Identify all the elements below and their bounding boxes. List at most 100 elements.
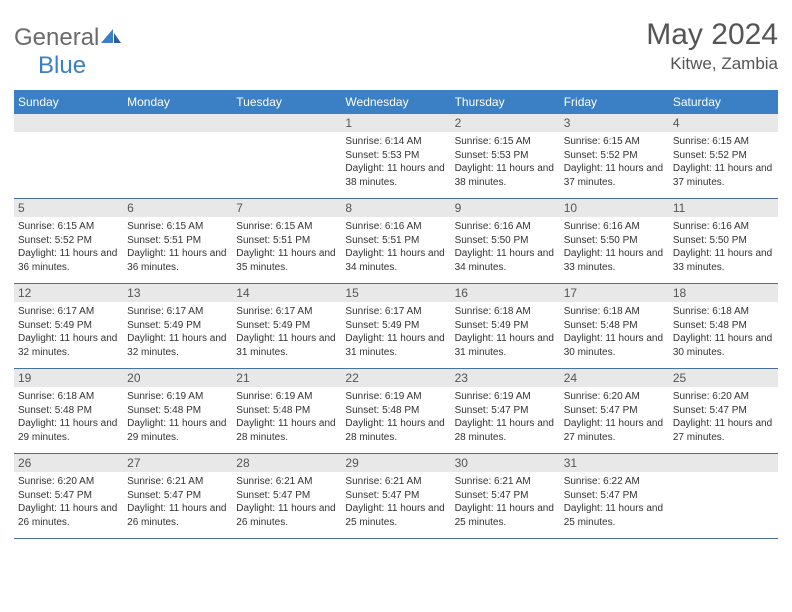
day-details [14, 132, 123, 138]
calendar-day-cell: 19Sunrise: 6:18 AMSunset: 5:48 PMDayligh… [14, 369, 123, 454]
day-details: Sunrise: 6:18 AMSunset: 5:48 PMDaylight:… [669, 302, 778, 362]
detail-line: Daylight: 11 hours and 28 minutes. [455, 417, 556, 444]
detail-line: Sunset: 5:49 PM [127, 319, 228, 333]
day-details: Sunrise: 6:19 AMSunset: 5:47 PMDaylight:… [451, 387, 560, 447]
detail-line: Daylight: 11 hours and 37 minutes. [673, 162, 774, 189]
day-number: 11 [669, 199, 778, 217]
calendar-day-cell: 25Sunrise: 6:20 AMSunset: 5:47 PMDayligh… [669, 369, 778, 454]
detail-line: Sunrise: 6:21 AM [127, 475, 228, 489]
detail-line: Sunrise: 6:15 AM [673, 135, 774, 149]
weekday-header-cell: Saturday [669, 90, 778, 114]
detail-line: Sunset: 5:49 PM [345, 319, 446, 333]
detail-line: Sunset: 5:51 PM [345, 234, 446, 248]
day-number: 4 [669, 114, 778, 132]
weekday-header-cell: Sunday [14, 90, 123, 114]
calendar-day-cell [123, 114, 232, 199]
detail-line: Sunrise: 6:18 AM [455, 305, 556, 319]
day-details [123, 132, 232, 138]
day-number: 31 [560, 454, 669, 472]
detail-line: Sunrise: 6:15 AM [18, 220, 119, 234]
calendar-day-cell: 21Sunrise: 6:19 AMSunset: 5:48 PMDayligh… [232, 369, 341, 454]
day-number [232, 114, 341, 132]
detail-line: Sunrise: 6:15 AM [127, 220, 228, 234]
weekday-header-cell: Wednesday [341, 90, 450, 114]
detail-line: Sunset: 5:47 PM [345, 489, 446, 503]
detail-line: Sunset: 5:47 PM [236, 489, 337, 503]
day-details: Sunrise: 6:19 AMSunset: 5:48 PMDaylight:… [232, 387, 341, 447]
detail-line: Sunset: 5:47 PM [673, 404, 774, 418]
day-number: 1 [341, 114, 450, 132]
day-number: 7 [232, 199, 341, 217]
detail-line: Sunrise: 6:17 AM [18, 305, 119, 319]
day-number: 12 [14, 284, 123, 302]
day-details: Sunrise: 6:15 AMSunset: 5:52 PMDaylight:… [669, 132, 778, 192]
calendar-day-cell [232, 114, 341, 199]
detail-line: Daylight: 11 hours and 37 minutes. [564, 162, 665, 189]
detail-line: Sunset: 5:49 PM [18, 319, 119, 333]
day-details: Sunrise: 6:20 AMSunset: 5:47 PMDaylight:… [669, 387, 778, 447]
detail-line: Daylight: 11 hours and 29 minutes. [127, 417, 228, 444]
calendar-day-cell: 31Sunrise: 6:22 AMSunset: 5:47 PMDayligh… [560, 454, 669, 539]
day-number: 9 [451, 199, 560, 217]
detail-line: Daylight: 11 hours and 31 minutes. [455, 332, 556, 359]
detail-line: Sunset: 5:47 PM [18, 489, 119, 503]
calendar-day-cell: 24Sunrise: 6:20 AMSunset: 5:47 PMDayligh… [560, 369, 669, 454]
detail-line: Sunrise: 6:20 AM [673, 390, 774, 404]
detail-line: Daylight: 11 hours and 38 minutes. [345, 162, 446, 189]
detail-line: Sunrise: 6:20 AM [564, 390, 665, 404]
calendar-day-cell: 23Sunrise: 6:19 AMSunset: 5:47 PMDayligh… [451, 369, 560, 454]
detail-line: Daylight: 11 hours and 30 minutes. [673, 332, 774, 359]
calendar-day-cell: 12Sunrise: 6:17 AMSunset: 5:49 PMDayligh… [14, 284, 123, 369]
detail-line: Sunrise: 6:21 AM [236, 475, 337, 489]
day-number: 17 [560, 284, 669, 302]
detail-line: Sunset: 5:48 PM [564, 319, 665, 333]
detail-line: Sunset: 5:50 PM [673, 234, 774, 248]
detail-line: Daylight: 11 hours and 33 minutes. [564, 247, 665, 274]
detail-line: Sunset: 5:52 PM [564, 149, 665, 163]
day-number: 30 [451, 454, 560, 472]
detail-line: Sunrise: 6:16 AM [673, 220, 774, 234]
day-details [232, 132, 341, 138]
calendar-day-cell: 11Sunrise: 6:16 AMSunset: 5:50 PMDayligh… [669, 199, 778, 284]
detail-line: Sunrise: 6:19 AM [455, 390, 556, 404]
detail-line: Daylight: 11 hours and 38 minutes. [455, 162, 556, 189]
day-details: Sunrise: 6:16 AMSunset: 5:50 PMDaylight:… [560, 217, 669, 277]
detail-line: Daylight: 11 hours and 31 minutes. [236, 332, 337, 359]
detail-line: Daylight: 11 hours and 28 minutes. [236, 417, 337, 444]
calendar-week-row: 1Sunrise: 6:14 AMSunset: 5:53 PMDaylight… [14, 114, 778, 199]
day-details: Sunrise: 6:16 AMSunset: 5:50 PMDaylight:… [669, 217, 778, 277]
day-details: Sunrise: 6:17 AMSunset: 5:49 PMDaylight:… [14, 302, 123, 362]
detail-line: Sunset: 5:49 PM [455, 319, 556, 333]
weekday-header-cell: Thursday [451, 90, 560, 114]
day-number [669, 454, 778, 472]
day-details: Sunrise: 6:18 AMSunset: 5:48 PMDaylight:… [14, 387, 123, 447]
calendar-day-cell: 10Sunrise: 6:16 AMSunset: 5:50 PMDayligh… [560, 199, 669, 284]
detail-line: Sunset: 5:51 PM [127, 234, 228, 248]
detail-line: Sunset: 5:51 PM [236, 234, 337, 248]
detail-line: Daylight: 11 hours and 25 minutes. [455, 502, 556, 529]
detail-line: Sunrise: 6:22 AM [564, 475, 665, 489]
calendar-day-cell: 5Sunrise: 6:15 AMSunset: 5:52 PMDaylight… [14, 199, 123, 284]
day-number: 22 [341, 369, 450, 387]
detail-line: Daylight: 11 hours and 28 minutes. [345, 417, 446, 444]
detail-line: Sunrise: 6:20 AM [18, 475, 119, 489]
detail-line: Daylight: 11 hours and 36 minutes. [18, 247, 119, 274]
detail-line: Sunset: 5:48 PM [345, 404, 446, 418]
day-number: 6 [123, 199, 232, 217]
detail-line: Sunrise: 6:18 AM [18, 390, 119, 404]
detail-line: Sunrise: 6:21 AM [455, 475, 556, 489]
day-number: 13 [123, 284, 232, 302]
detail-line: Daylight: 11 hours and 30 minutes. [564, 332, 665, 359]
detail-line: Daylight: 11 hours and 29 minutes. [18, 417, 119, 444]
detail-line: Sunset: 5:48 PM [236, 404, 337, 418]
detail-line: Sunrise: 6:15 AM [236, 220, 337, 234]
detail-line: Sunset: 5:50 PM [455, 234, 556, 248]
day-details: Sunrise: 6:16 AMSunset: 5:51 PMDaylight:… [341, 217, 450, 277]
logo-sail-icon [99, 27, 123, 45]
calendar-week-row: 19Sunrise: 6:18 AMSunset: 5:48 PMDayligh… [14, 369, 778, 454]
day-details: Sunrise: 6:21 AMSunset: 5:47 PMDaylight:… [123, 472, 232, 532]
detail-line: Daylight: 11 hours and 26 minutes. [127, 502, 228, 529]
detail-line: Sunrise: 6:19 AM [345, 390, 446, 404]
detail-line: Sunset: 5:53 PM [455, 149, 556, 163]
day-details: Sunrise: 6:17 AMSunset: 5:49 PMDaylight:… [341, 302, 450, 362]
